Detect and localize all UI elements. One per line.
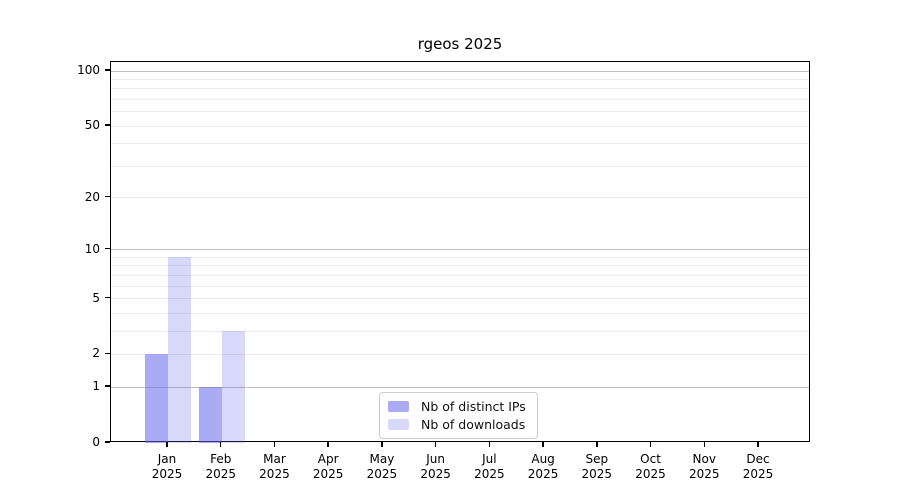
x-tick-mark — [434, 442, 437, 447]
minor-gridline — [111, 98, 809, 100]
y-tick-label: 5 — [92, 290, 100, 305]
minor-gridline — [111, 111, 809, 113]
minor-gridline — [111, 197, 809, 199]
x-tick-mark — [381, 442, 383, 447]
x-tick-label: Nov 2025 — [688, 452, 720, 481]
x-tick-mark — [757, 442, 759, 447]
minor-gridline — [111, 256, 809, 258]
y-tick-label: 2 — [92, 346, 100, 361]
y-tick-label: 0 — [92, 435, 100, 449]
minor-gridline — [111, 312, 809, 314]
bar-distinct-ips — [145, 354, 168, 443]
y-tick-mark — [105, 69, 110, 71]
y-tick-mark — [105, 385, 110, 387]
x-tick-label: May 2025 — [366, 452, 398, 481]
legend-row-downloads: Nb of downloads — [388, 417, 526, 432]
y-tick-label: 20 — [84, 189, 100, 204]
minor-gridline — [111, 88, 809, 90]
x-tick-label: Feb 2025 — [205, 452, 236, 481]
x-tick-mark — [327, 442, 329, 447]
x-tick-mark — [488, 442, 491, 447]
bar-downloads — [168, 257, 191, 443]
bar-distinct-ips — [198, 387, 222, 443]
minor-gridline — [111, 285, 809, 287]
y-tick-label: 1 — [92, 379, 100, 394]
x-tick-label: Aug 2025 — [527, 452, 559, 481]
x-tick-mark — [273, 442, 276, 447]
minor-gridline — [111, 165, 809, 167]
x-tick-mark — [649, 442, 652, 447]
minor-gridline — [111, 274, 809, 276]
x-tick-mark — [542, 442, 544, 447]
minor-gridline — [111, 78, 809, 80]
y-tick-label: 10 — [84, 241, 100, 256]
minor-gridline — [111, 330, 809, 332]
major-gridline — [111, 249, 809, 251]
minor-gridline — [111, 143, 809, 145]
x-tick-mark — [219, 442, 222, 447]
x-tick-mark — [166, 442, 168, 447]
y-tick-label: 50 — [84, 118, 100, 133]
y-tick-mark — [105, 195, 110, 198]
x-tick-label: Sep 2025 — [581, 452, 613, 481]
legend: Nb of distinct IPs Nb of downloads — [379, 392, 538, 439]
x-tick-label: Jan 2025 — [151, 452, 183, 481]
x-tick-label: Mar 2025 — [259, 452, 290, 481]
legend-swatch-distinct-ips — [388, 401, 409, 412]
x-tick-label: Jun 2025 — [420, 452, 451, 481]
y-tick-mark — [105, 352, 110, 355]
x-tick-label: Jul 2025 — [474, 452, 505, 481]
x-tick-label: Oct 2025 — [635, 452, 666, 481]
y-tick-label: 100 — [77, 63, 100, 78]
minor-gridline — [111, 125, 809, 127]
y-tick-mark — [105, 441, 110, 443]
y-tick-mark — [105, 124, 110, 126]
legend-label-downloads: Nb of downloads — [421, 417, 526, 432]
x-tick-mark — [703, 442, 706, 447]
x-tick-label: Dec 2025 — [742, 452, 774, 481]
legend-label-distinct-ips: Nb of distinct IPs — [421, 399, 526, 414]
bar-downloads — [221, 331, 245, 443]
x-tick-mark — [596, 442, 598, 447]
y-tick-mark — [105, 247, 110, 250]
legend-swatch-downloads — [388, 419, 409, 430]
chart-title: rgeos 2025 — [417, 35, 503, 53]
legend-row-distinct-ips: Nb of distinct IPs — [388, 399, 526, 414]
y-tick-mark — [105, 296, 110, 299]
plot-area — [110, 61, 810, 443]
x-tick-label: Apr 2025 — [312, 452, 344, 481]
major-gridline — [111, 70, 809, 72]
minor-gridline — [111, 353, 809, 355]
major-gridline — [111, 386, 809, 388]
minor-gridline — [111, 265, 809, 267]
minor-gridline — [111, 298, 809, 300]
